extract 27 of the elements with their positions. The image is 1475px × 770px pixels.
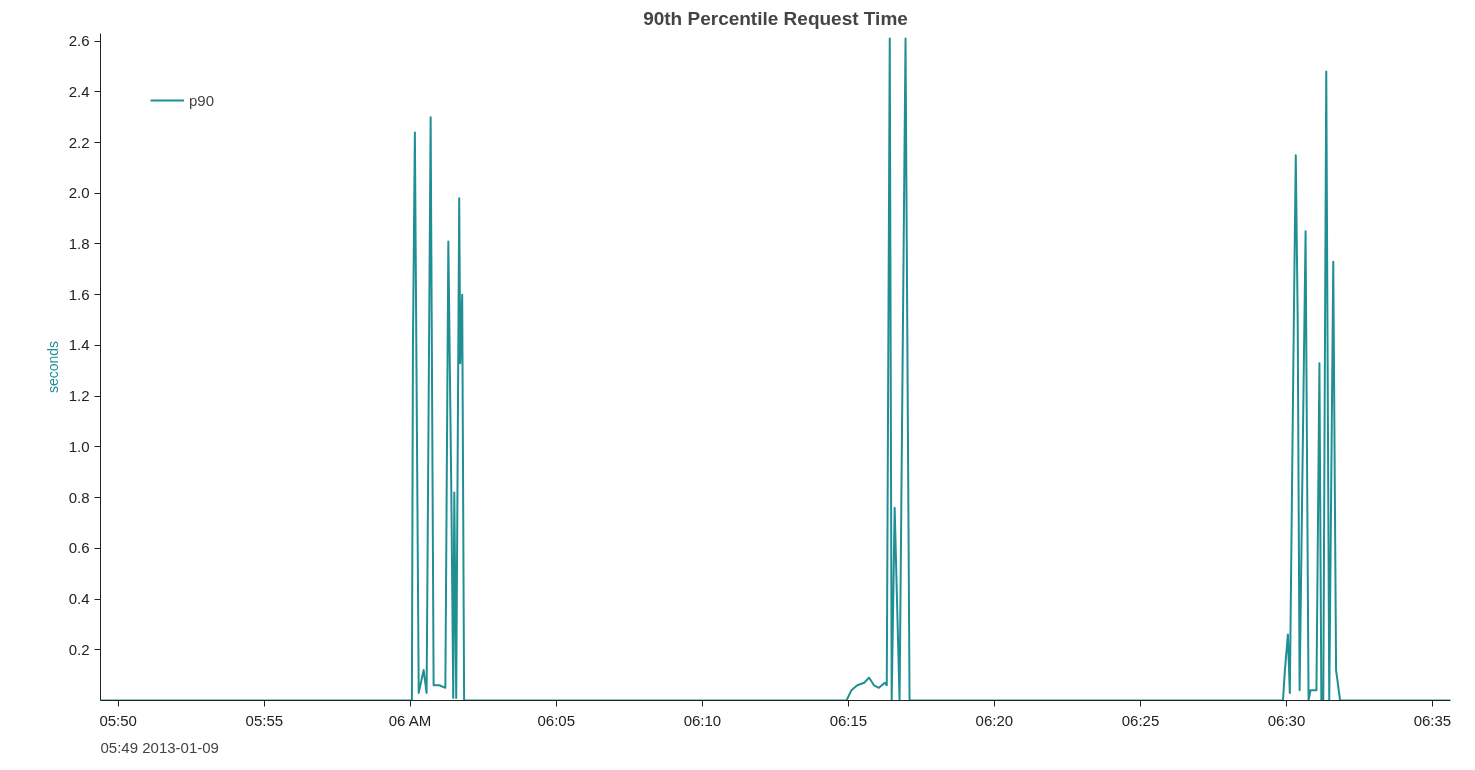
y-tick-label: 1.4 [68, 336, 90, 354]
legend-label: p90 [189, 91, 215, 109]
y-tick-label: 1.8 [68, 235, 90, 252]
x-tick-label: 05:50 [99, 711, 137, 729]
text: 05:49 2013-01-09 [100, 738, 219, 756]
y-tick-label: 2.2 [68, 133, 90, 151]
y-tick-label: 0.2 [68, 640, 90, 658]
x-tick-label: 06:05 [537, 711, 576, 729]
y-tick-label: 2.4 [68, 82, 90, 100]
y-tick-label: 2.0 [68, 184, 90, 202]
y-tick-label: 1.0 [68, 437, 90, 455]
y-tick-label: 0.6 [68, 539, 90, 557]
y-tick-label: 1.2 [68, 387, 90, 405]
y-axis-title: seconds [44, 340, 61, 394]
x-tick-label: 06:25 [1121, 711, 1160, 729]
x-tick-label: 06:10 [683, 711, 722, 729]
x-tick-label: 06:20 [975, 711, 1014, 729]
x-tick-label: 06:30 [1267, 711, 1306, 729]
x-tick-label: 06:15 [829, 711, 868, 729]
y-tick-label: 0.8 [68, 488, 90, 506]
y-tick-label: 0.4 [68, 590, 90, 608]
y-tick-label: 2.6 [68, 32, 90, 50]
x-tick-label: 06 AM [388, 711, 432, 729]
chart-title: 90th Percentile Request Time [643, 7, 908, 29]
y-tick-label: 1.6 [68, 285, 90, 303]
x-tick-label: 06:35 [1413, 711, 1452, 729]
x-tick-label: 05:55 [245, 711, 284, 729]
